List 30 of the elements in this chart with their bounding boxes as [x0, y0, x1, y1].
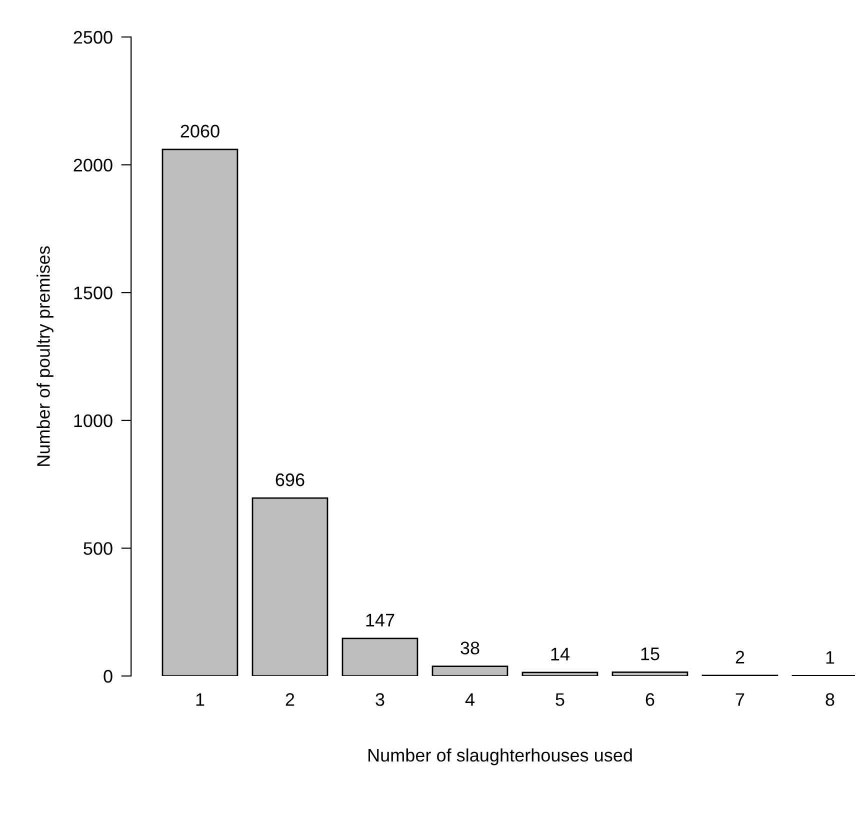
- bar: [342, 638, 418, 676]
- y-tick-label: 2500: [74, 30, 112, 44]
- y-tick-label: 1500: [74, 286, 112, 300]
- x-tick-label: 6: [646, 693, 654, 706]
- data-label: 147: [366, 614, 394, 626]
- x-axis-title: Number of slaughterhouses used: [368, 748, 632, 766]
- y-tick-label: 0: [104, 670, 112, 683]
- bar: [612, 671, 688, 676]
- data-label: 38: [460, 642, 480, 654]
- y-tick-label: 2000: [74, 158, 112, 172]
- bar: [162, 148, 238, 676]
- x-tick-label: 2: [286, 693, 294, 706]
- bar: [252, 497, 328, 676]
- bar: [432, 666, 508, 676]
- y-tick-label: 1000: [74, 414, 112, 428]
- x-tick-label: 1: [196, 693, 204, 706]
- y-tick-label: 500: [84, 542, 112, 555]
- y-axis-title: Number of poultry premises: [36, 246, 54, 466]
- x-tick-label: 8: [826, 693, 834, 706]
- bar: [522, 672, 598, 676]
- x-tick-label: 7: [736, 693, 744, 706]
- data-label: 15: [641, 648, 660, 660]
- data-label: 14: [551, 648, 570, 660]
- x-tick-label: 5: [556, 693, 564, 706]
- x-tick-label: 3: [376, 693, 384, 706]
- data-label: 1: [826, 651, 834, 664]
- x-tick-label: 4: [465, 693, 474, 706]
- data-label: 2: [736, 650, 744, 664]
- data-label: 696: [276, 473, 304, 486]
- data-label: 2060: [180, 124, 220, 138]
